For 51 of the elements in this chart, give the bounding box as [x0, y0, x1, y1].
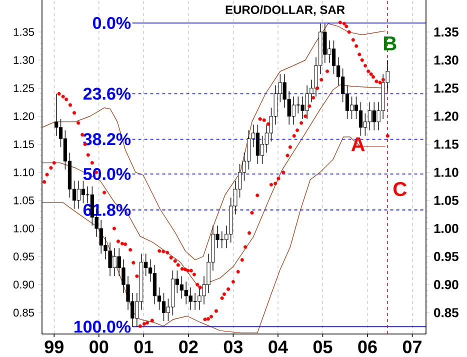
candlestick [332, 40, 336, 74]
y-tick-label: 1.30 [14, 56, 34, 64]
candlestick [260, 135, 264, 164]
y-tick-label: 0.85 [13, 308, 34, 317]
y2-tick-label: 1.10 [434, 168, 458, 177]
annotation: 23.6% [83, 88, 131, 100]
y-tick-label: 1.05 [14, 196, 34, 204]
y-tick-label: 1.10 [14, 168, 34, 176]
x-tick-label: 07 [402, 340, 422, 354]
x-tick-label: 02 [179, 340, 198, 354]
y2-tick-label: 0.95 [434, 252, 458, 262]
x-tick-label: 06 [358, 340, 377, 354]
y2-tick-label: 0.85 [434, 308, 458, 318]
annotation: C [393, 182, 407, 196]
y-tick-label: 1.15 [14, 140, 34, 148]
x-tick-label: 01 [134, 340, 154, 354]
y-tick-label: 1.00 [14, 224, 34, 232]
y-tick-label: 0.90 [13, 280, 34, 288]
x-tick-label: 00 [90, 340, 108, 354]
candlestick [54, 93, 58, 136]
chart-title: EURO/DOLLAR, SAR [226, 5, 345, 16]
x-tick-label: 99 [44, 340, 64, 354]
candlestick [256, 124, 260, 164]
candlestick [358, 102, 363, 136]
y2-tick-label: 1.15 [434, 140, 458, 149]
y2-tick-label: 1.00 [434, 224, 458, 234]
x-tick-label: 03 [224, 340, 243, 354]
y2-tick-label: 1.20 [434, 112, 458, 121]
candlestick [162, 292, 166, 322]
annotation: B [384, 36, 396, 50]
y-tick-label: 1.25 [14, 84, 34, 92]
y-tick-label: 1.35 [14, 28, 34, 36]
candlestick [81, 180, 86, 204]
annotation: 0.0% [92, 16, 131, 30]
x-tick-label: 05 [313, 340, 332, 354]
candlestick [246, 130, 251, 170]
annotation: 100.0% [74, 320, 131, 333]
candlestick [180, 276, 184, 299]
y2-tick-label: 1.35 [434, 27, 458, 37]
candlestick [368, 102, 372, 131]
candlestick [193, 292, 198, 310]
y2-tick-label: 1.25 [434, 84, 458, 93]
y2-tick-label: 0.90 [434, 280, 458, 290]
y2-tick-label: 1.05 [434, 196, 458, 205]
y-tick-label: 1.20 [14, 112, 34, 120]
candlestick [152, 264, 157, 305]
y2-tick-label: 1.30 [434, 55, 458, 65]
y-tick-label: 0.95 [13, 252, 34, 260]
x-tick-label: 04 [268, 340, 288, 354]
annotation: A [351, 137, 365, 152]
candlestick [350, 96, 354, 120]
